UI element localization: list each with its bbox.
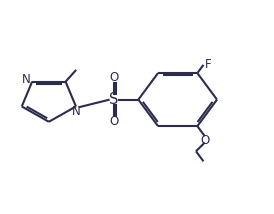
Text: F: F	[205, 58, 212, 71]
Text: O: O	[200, 134, 209, 147]
Text: S: S	[109, 92, 119, 107]
Text: N: N	[72, 105, 81, 118]
Text: N: N	[22, 73, 31, 86]
Text: O: O	[109, 71, 119, 84]
Text: O: O	[109, 116, 119, 128]
